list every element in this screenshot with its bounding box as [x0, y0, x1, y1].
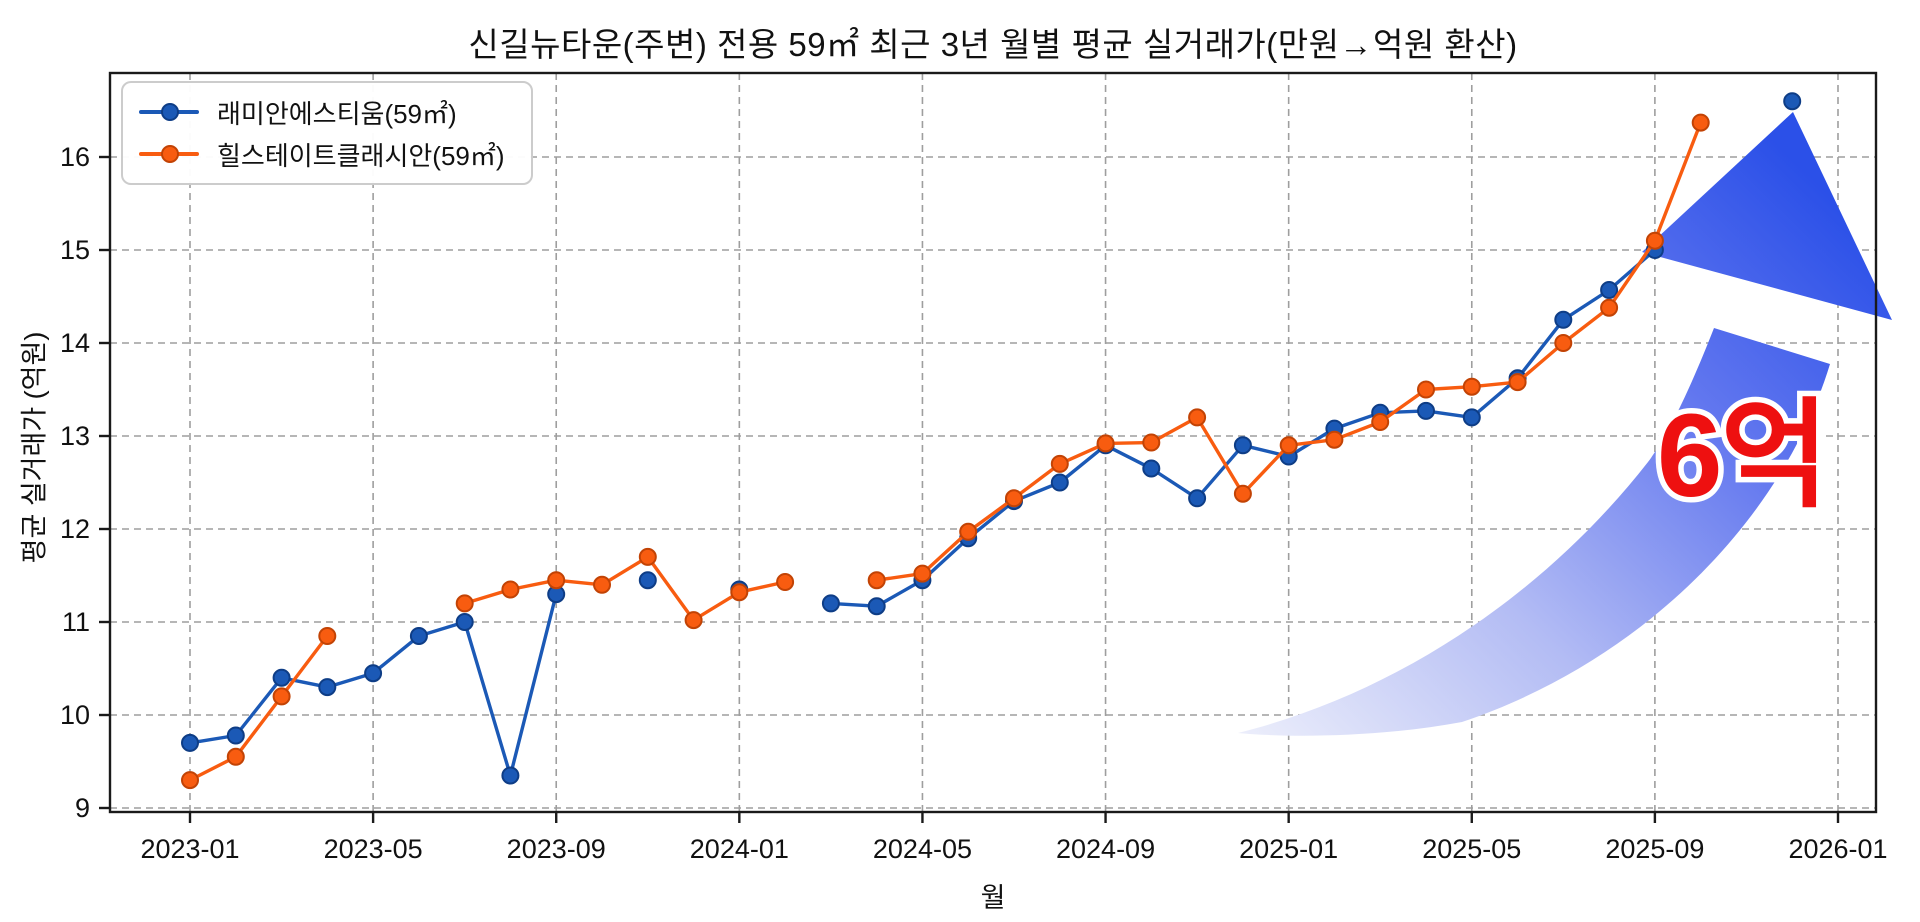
annotation-6eok: 6억	[1657, 390, 1827, 522]
svg-text:2025-01: 2025-01	[1239, 834, 1338, 864]
svg-text:14: 14	[60, 328, 90, 358]
svg-text:2024-01: 2024-01	[690, 834, 789, 864]
chart-title: 신길뉴타운(주변) 전용 59㎡ 최근 3년 월별 평균 실거래가(만원→억원 …	[468, 26, 1518, 63]
svg-text:2026-01: 2026-01	[1788, 834, 1887, 864]
svg-text:2024-09: 2024-09	[1056, 834, 1155, 864]
svg-text:2025-09: 2025-09	[1605, 834, 1704, 864]
legend-item-raemian: 래미안에스티움(59㎡)	[139, 95, 505, 129]
svg-text:2023-01: 2023-01	[140, 834, 239, 864]
plot-spines	[108, 71, 1878, 814]
x-axis-label: 월	[980, 883, 1006, 913]
svg-text:2024-05: 2024-05	[873, 834, 972, 864]
svg-text:10: 10	[60, 700, 90, 730]
legend-item-hillstate: 힐스테이트클래시안(59㎡)	[139, 137, 505, 171]
y-ticks	[99, 155, 110, 810]
svg-text:9: 9	[75, 793, 90, 823]
svg-text:15: 15	[60, 235, 90, 265]
svg-text:2025-05: 2025-05	[1422, 834, 1521, 864]
x-tick-labels: 2023-01 2023-05 2023-09 2024-01 2024-05 2024-…	[140, 834, 1887, 864]
series-markers-hillstate	[181, 113, 1710, 790]
svg-text:12: 12	[60, 514, 90, 544]
legend-marker-blue-icon	[139, 102, 199, 122]
y-tick-labels: 9 10 11 12 13 14 15 16	[60, 142, 90, 823]
legend-marker-orange-icon	[139, 144, 199, 164]
svg-text:16: 16	[60, 142, 90, 172]
legend-label-raemian: 래미안에스티움(59㎡)	[217, 98, 457, 129]
svg-text:13: 13	[60, 421, 90, 451]
series-markers-raemian	[181, 92, 1802, 785]
trend-arrow-icon	[1238, 112, 1892, 736]
svg-text:2023-05: 2023-05	[324, 834, 423, 864]
svg-text:11: 11	[62, 607, 90, 637]
svg-text:2023-09: 2023-09	[507, 834, 606, 864]
x-ticks	[188, 812, 1840, 823]
legend-label-hillstate: 힐스테이트클래시안(59㎡)	[217, 140, 505, 171]
legend: 래미안에스티움(59㎡) 힐스테이트클래시안(59㎡)	[121, 81, 533, 185]
